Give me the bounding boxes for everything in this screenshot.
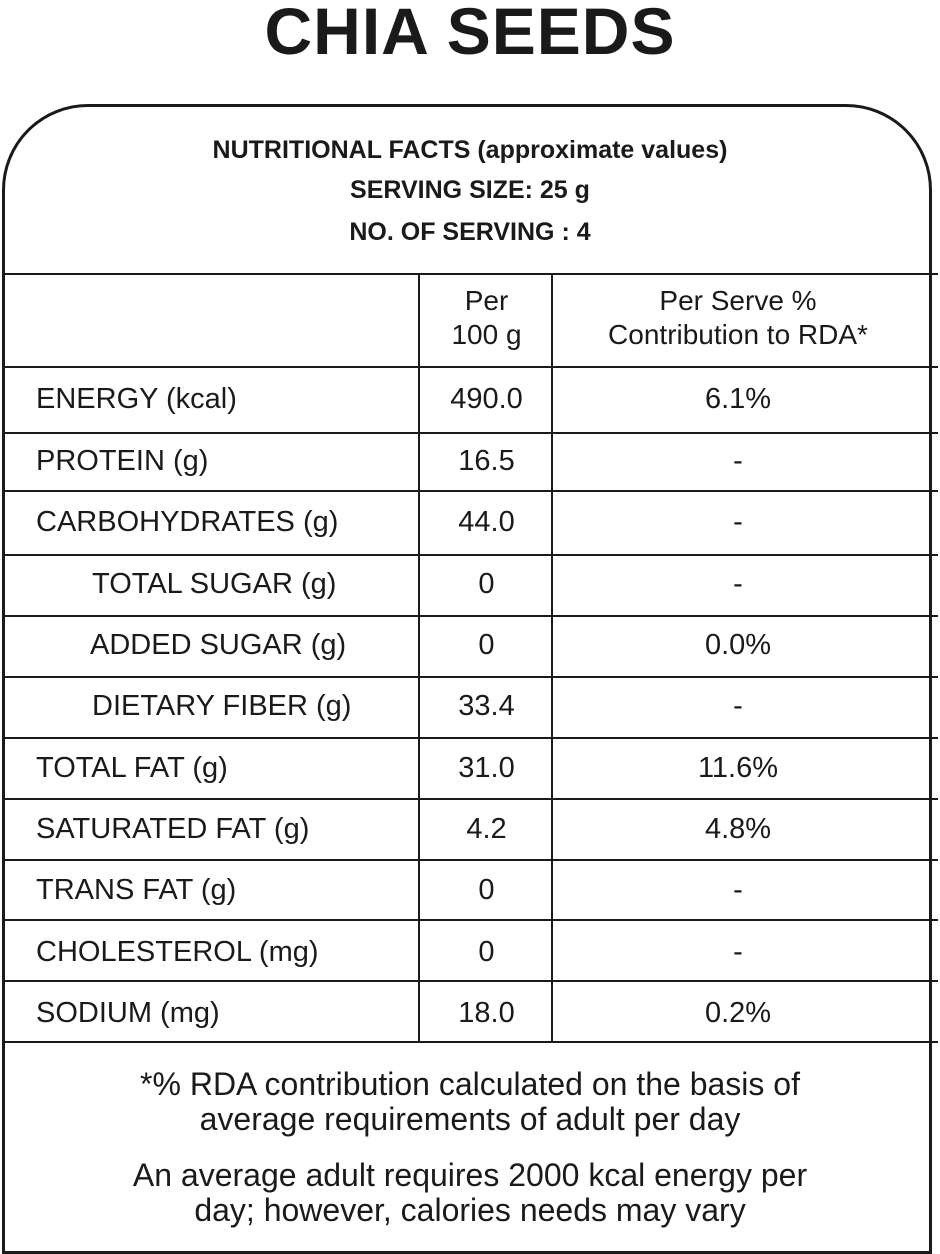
rule-header-bottom	[2, 273, 938, 275]
column-divider	[418, 273, 420, 1043]
row-divider	[2, 490, 938, 492]
nutrient-label: SATURATED FAT (g)	[36, 813, 310, 845]
column-divider	[551, 273, 553, 1043]
row-divider	[2, 554, 938, 556]
per-100g-value: 18.0	[458, 997, 515, 1029]
nutrient-label: PROTEIN (g)	[36, 445, 209, 477]
product-title: CHIA SEEDS	[264, 0, 676, 68]
per-100g-value: 0	[478, 568, 495, 600]
row-divider	[2, 980, 938, 982]
number-of-servings: NO. OF SERVING : 4	[349, 218, 591, 246]
rda-footnote-line1: *% RDA contribution calculated on the ba…	[140, 1066, 800, 1102]
nutrient-label: TRANS FAT (g)	[36, 874, 237, 906]
row-divider	[2, 798, 938, 800]
nutrient-label: CARBOHYDRATES (g)	[36, 506, 339, 538]
rda-footnote: *% RDA contribution calculated on the ba…	[0, 1067, 940, 1137]
column-header-per-serve: Per Serve %	[659, 285, 817, 316]
per-100g-value: 490.0	[450, 383, 523, 415]
rda-footnote-line2: average requirements of adult per day	[199, 1101, 741, 1137]
per-100g-value: 31.0	[458, 752, 515, 784]
column-header-per-100g: Per 100 g	[420, 284, 553, 352]
rda-value: -	[733, 506, 743, 538]
per-100g-value: 44.0	[458, 506, 515, 538]
header-title: NUTRITIONAL FACTS (approximate values)	[212, 136, 728, 164]
rda-value: 0.0%	[704, 629, 772, 661]
energy-footnote: An average adult requires 2000 kcal ener…	[0, 1158, 940, 1228]
column-header-rda: Per Serve % Contribution to RDA*	[553, 284, 923, 352]
nutrient-label: TOTAL FAT (g)	[36, 752, 228, 784]
per-100g-value: 0	[478, 629, 495, 661]
energy-footnote-line2: day; however, calories needs may vary	[194, 1192, 746, 1228]
rda-value: 0.2%	[704, 997, 772, 1029]
column-header-per: Per	[464, 285, 509, 316]
per-100g-value: 33.4	[458, 690, 515, 722]
per-100g-value: 16.5	[458, 445, 515, 477]
rule-colhead-bottom	[2, 366, 938, 368]
row-divider	[2, 432, 938, 434]
rda-value: -	[733, 445, 743, 477]
rda-value: -	[733, 690, 743, 722]
row-divider	[2, 676, 938, 678]
nutrient-label: CHOLESTEROL (mg)	[36, 936, 319, 968]
rda-value: -	[733, 568, 743, 600]
per-100g-value: 4.2	[466, 813, 507, 845]
serving-size: SERVING SIZE: 25 g	[350, 176, 590, 204]
nutrient-label: SODIUM (mg)	[36, 997, 220, 1029]
row-divider	[2, 919, 938, 921]
rule-table-bottom	[2, 1041, 938, 1043]
rda-value: -	[733, 936, 743, 968]
row-divider	[2, 737, 938, 739]
rda-value: 11.6%	[697, 752, 779, 784]
nutrient-label: ADDED SUGAR (g)	[90, 629, 347, 661]
row-divider	[2, 615, 938, 617]
row-divider	[2, 859, 938, 861]
rda-value: -	[733, 874, 743, 906]
column-header-contribution: Contribution to RDA*	[608, 319, 868, 350]
column-header-100g: 100 g	[451, 319, 522, 350]
nutrient-label: ENERGY (kcal)	[36, 383, 237, 415]
nutrient-label: TOTAL SUGAR (g)	[92, 568, 337, 600]
per-100g-value: 0	[478, 874, 495, 906]
energy-footnote-line1: An average adult requires 2000 kcal ener…	[132, 1157, 808, 1193]
nutrient-label: DIETARY FIBER (g)	[92, 690, 352, 722]
rda-value: 6.1%	[704, 383, 772, 415]
rda-value: 4.8%	[704, 813, 772, 845]
per-100g-value: 0	[478, 936, 495, 968]
